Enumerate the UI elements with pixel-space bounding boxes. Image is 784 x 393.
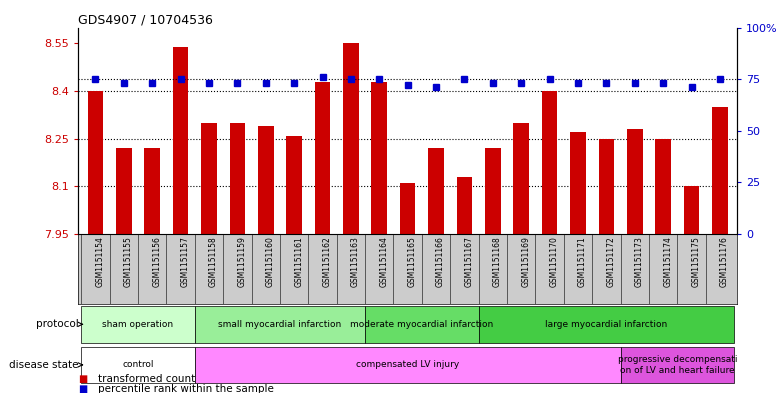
Text: GSM1151172: GSM1151172 — [606, 236, 615, 287]
Bar — [598, 139, 614, 234]
Text: percentile rank within the sample: percentile rank within the sample — [98, 384, 274, 393]
Text: GSM1151169: GSM1151169 — [521, 236, 530, 287]
Bar — [172, 46, 188, 234]
Text: GSM1151166: GSM1151166 — [436, 236, 445, 287]
Bar — [201, 123, 217, 234]
Text: control: control — [122, 360, 154, 369]
Bar — [485, 148, 501, 234]
Text: small myocardial infarction: small myocardial infarction — [218, 320, 342, 329]
Text: GSM1151160: GSM1151160 — [266, 236, 274, 287]
Text: GSM1151174: GSM1151174 — [663, 236, 672, 287]
Bar — [400, 183, 416, 234]
Text: GSM1151170: GSM1151170 — [550, 236, 559, 287]
Text: GSM1151173: GSM1151173 — [635, 236, 644, 287]
Text: progressive decompensati
on of LV and heart failure: progressive decompensati on of LV and he… — [618, 355, 737, 375]
Text: GSM1151168: GSM1151168 — [493, 236, 502, 287]
Bar — [82, 306, 194, 343]
Bar — [116, 148, 132, 234]
Bar — [372, 81, 387, 234]
Text: GSM1151157: GSM1151157 — [180, 236, 190, 287]
Text: GSM1151155: GSM1151155 — [124, 236, 132, 287]
Text: ■: ■ — [78, 374, 88, 384]
Bar — [194, 306, 365, 343]
Bar — [230, 123, 245, 234]
Text: disease state: disease state — [9, 360, 82, 370]
Bar — [343, 43, 359, 234]
Bar — [514, 123, 529, 234]
Bar — [621, 347, 734, 383]
Bar — [286, 136, 302, 234]
Bar — [456, 177, 472, 234]
Text: GSM1151164: GSM1151164 — [379, 236, 388, 287]
Text: GSM1151175: GSM1151175 — [691, 236, 701, 287]
Text: GSM1151158: GSM1151158 — [209, 236, 218, 287]
Text: GSM1151165: GSM1151165 — [408, 236, 416, 287]
Text: GSM1151156: GSM1151156 — [152, 236, 162, 287]
Bar — [82, 347, 194, 383]
Text: GSM1151159: GSM1151159 — [238, 236, 246, 287]
Bar — [365, 306, 479, 343]
Text: GDS4907 / 10704536: GDS4907 / 10704536 — [78, 13, 213, 26]
Text: large myocardial infarction: large myocardial infarction — [545, 320, 667, 329]
Text: transformed count: transformed count — [98, 374, 195, 384]
Text: moderate myocardial infarction: moderate myocardial infarction — [350, 320, 493, 329]
Bar — [542, 91, 557, 234]
Bar — [684, 186, 699, 234]
Bar — [655, 139, 671, 234]
Bar — [88, 91, 103, 234]
Text: GSM1151163: GSM1151163 — [351, 236, 360, 287]
Text: GSM1151154: GSM1151154 — [96, 236, 104, 287]
Bar — [627, 129, 643, 234]
Text: sham operation: sham operation — [103, 320, 173, 329]
Bar — [570, 132, 586, 234]
Bar — [428, 148, 444, 234]
Text: GSM1151162: GSM1151162 — [322, 236, 332, 287]
Text: protocol: protocol — [36, 319, 82, 329]
Text: GSM1151161: GSM1151161 — [294, 236, 303, 287]
Bar — [479, 306, 734, 343]
Bar — [194, 347, 621, 383]
Text: GSM1151167: GSM1151167 — [464, 236, 474, 287]
Text: ■: ■ — [78, 384, 88, 393]
Bar — [712, 107, 728, 234]
Bar — [144, 148, 160, 234]
Text: GSM1151171: GSM1151171 — [578, 236, 587, 287]
Text: GSM1151176: GSM1151176 — [720, 236, 729, 287]
Bar — [258, 126, 274, 234]
Text: compensated LV injury: compensated LV injury — [356, 360, 459, 369]
Bar — [314, 81, 330, 234]
